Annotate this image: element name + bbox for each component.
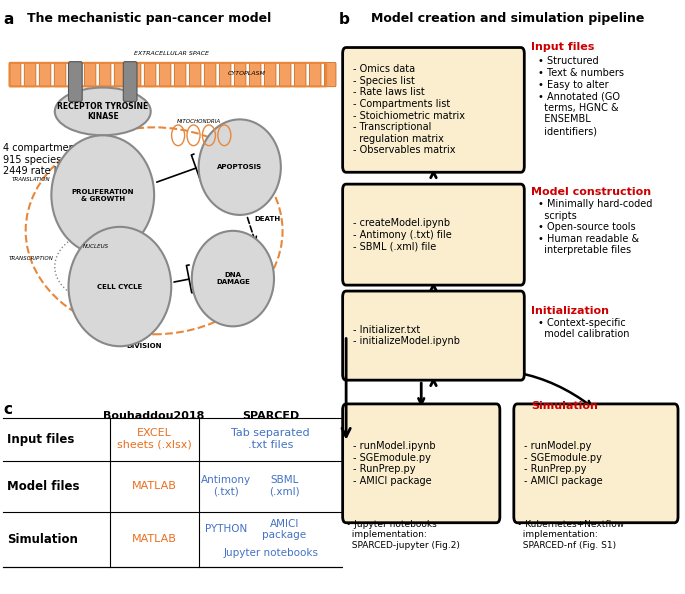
FancyBboxPatch shape <box>114 62 126 87</box>
Text: CYTOPLASM: CYTOPLASM <box>227 71 266 76</box>
FancyBboxPatch shape <box>145 62 156 87</box>
Circle shape <box>51 135 154 255</box>
FancyBboxPatch shape <box>219 62 231 87</box>
Circle shape <box>199 119 281 215</box>
Text: SBML
(.xml): SBML (.xml) <box>269 475 299 497</box>
FancyBboxPatch shape <box>514 404 678 523</box>
FancyBboxPatch shape <box>99 62 111 87</box>
FancyBboxPatch shape <box>84 62 96 87</box>
Text: 4 compartments
915 species
2449 rate laws: 4 compartments 915 species 2449 rate law… <box>3 143 84 176</box>
Text: Jupyter notebooks: Jupyter notebooks <box>223 548 318 558</box>
FancyBboxPatch shape <box>123 62 137 102</box>
Text: • Jupyter notebooks
  implementation:
  SPARCED-jupyter (Fig.2): • Jupyter notebooks implementation: SPAR… <box>346 520 460 549</box>
Text: - Initializer.txt
- initializeModel.ipynb: - Initializer.txt - initializeModel.ipyn… <box>353 325 460 346</box>
FancyBboxPatch shape <box>279 62 291 87</box>
Text: Model construction: Model construction <box>532 187 651 197</box>
Text: c: c <box>3 402 12 417</box>
FancyBboxPatch shape <box>174 62 186 87</box>
FancyBboxPatch shape <box>189 62 201 87</box>
FancyBboxPatch shape <box>160 62 171 87</box>
FancyBboxPatch shape <box>264 62 276 87</box>
Text: b: b <box>339 12 350 27</box>
FancyBboxPatch shape <box>310 62 321 87</box>
FancyArrowPatch shape <box>342 339 350 437</box>
FancyBboxPatch shape <box>325 62 336 87</box>
Text: CELL CYCLE: CELL CYCLE <box>97 283 142 289</box>
Circle shape <box>68 227 171 346</box>
Text: MITOCHONDRIA: MITOCHONDRIA <box>177 119 221 124</box>
Text: DIVISION: DIVISION <box>126 343 162 349</box>
FancyBboxPatch shape <box>342 184 524 285</box>
Text: Tab separated
.txt files: Tab separated .txt files <box>232 428 310 450</box>
Text: • Context-specific
  model calibration: • Context-specific model calibration <box>538 318 630 339</box>
Text: a: a <box>3 12 14 27</box>
FancyBboxPatch shape <box>234 62 246 87</box>
Text: SPARCED: SPARCED <box>242 410 299 421</box>
FancyBboxPatch shape <box>129 62 141 87</box>
Text: Simulation: Simulation <box>7 533 77 546</box>
Text: RECEPTOR TYROSINE
KINASE: RECEPTOR TYROSINE KINASE <box>57 102 149 121</box>
Text: • Kubernetes+Nextflow
  implementation:
  SPARCED-nf (Fig. S1): • Kubernetes+Nextflow implementation: SP… <box>517 520 625 549</box>
Text: MATLAB: MATLAB <box>132 534 177 544</box>
Text: Initialization: Initialization <box>532 306 609 316</box>
FancyBboxPatch shape <box>295 62 306 87</box>
Text: DEATH: DEATH <box>254 216 280 222</box>
Text: - runModel.py
- SGEmodule.py
- RunPrep.py
- AMICI package: - runModel.py - SGEmodule.py - RunPrep.p… <box>524 441 603 486</box>
Text: TRANSCRIPTION: TRANSCRIPTION <box>8 256 53 261</box>
Text: NUCLEUS: NUCLEUS <box>83 244 109 249</box>
FancyBboxPatch shape <box>249 62 261 87</box>
Text: The mechanistic pan-cancer model: The mechanistic pan-cancer model <box>27 12 272 25</box>
Text: - runModel.ipynb
- SGEmodule.py
- RunPrep.py
- AMICI package: - runModel.ipynb - SGEmodule.py - RunPre… <box>353 441 436 486</box>
Ellipse shape <box>55 87 151 135</box>
Circle shape <box>192 231 274 326</box>
Text: Input files: Input files <box>532 42 595 52</box>
FancyBboxPatch shape <box>68 62 82 102</box>
Text: MATLAB: MATLAB <box>132 481 177 491</box>
Text: Model files: Model files <box>7 480 79 492</box>
Text: TRANSLATION: TRANSLATION <box>12 176 50 182</box>
Text: Simulation: Simulation <box>532 401 598 411</box>
FancyBboxPatch shape <box>204 62 216 87</box>
Text: AMICI
package: AMICI package <box>262 519 306 540</box>
Text: - Omics data
- Species list
- Rate laws list
- Compartments list
- Stoichiometri: - Omics data - Species list - Rate laws … <box>353 64 465 156</box>
FancyBboxPatch shape <box>39 62 51 87</box>
Text: • Structured
• Text & numbers
• Easy to alter
• Annotated (GO
  terms, HGNC &
  : • Structured • Text & numbers • Easy to … <box>538 56 624 136</box>
Text: - createModel.ipynb
- Antimony (.txt) file
- SBML (.xml) file: - createModel.ipynb - Antimony (.txt) fi… <box>353 218 452 251</box>
Text: APOPTOSIS: APOPTOSIS <box>217 164 262 170</box>
Text: Model creation and simulation pipeline: Model creation and simulation pipeline <box>371 12 644 25</box>
FancyBboxPatch shape <box>69 62 81 87</box>
FancyBboxPatch shape <box>24 62 36 87</box>
Text: EXTRACELLULAR SPACE: EXTRACELLULAR SPACE <box>134 51 209 56</box>
Text: Input files: Input files <box>7 432 74 446</box>
Text: PYTHON: PYTHON <box>205 525 247 535</box>
Text: DNA
DAMAGE: DNA DAMAGE <box>216 272 250 285</box>
FancyBboxPatch shape <box>10 62 21 87</box>
Text: Antimony
(.txt): Antimony (.txt) <box>201 475 251 497</box>
Text: Bouhaddou2018: Bouhaddou2018 <box>103 410 205 421</box>
FancyBboxPatch shape <box>342 404 500 523</box>
FancyBboxPatch shape <box>54 62 66 87</box>
FancyBboxPatch shape <box>342 48 524 172</box>
Text: • Minimally hard-coded
  scripts
• Open-source tools
• Human readable &
  interp: • Minimally hard-coded scripts • Open-so… <box>538 199 653 255</box>
FancyBboxPatch shape <box>342 291 524 380</box>
Text: PROLIFERATION
& GROWTH: PROLIFERATION & GROWTH <box>71 188 134 201</box>
Text: EXCEL
sheets (.xlsx): EXCEL sheets (.xlsx) <box>116 428 192 450</box>
